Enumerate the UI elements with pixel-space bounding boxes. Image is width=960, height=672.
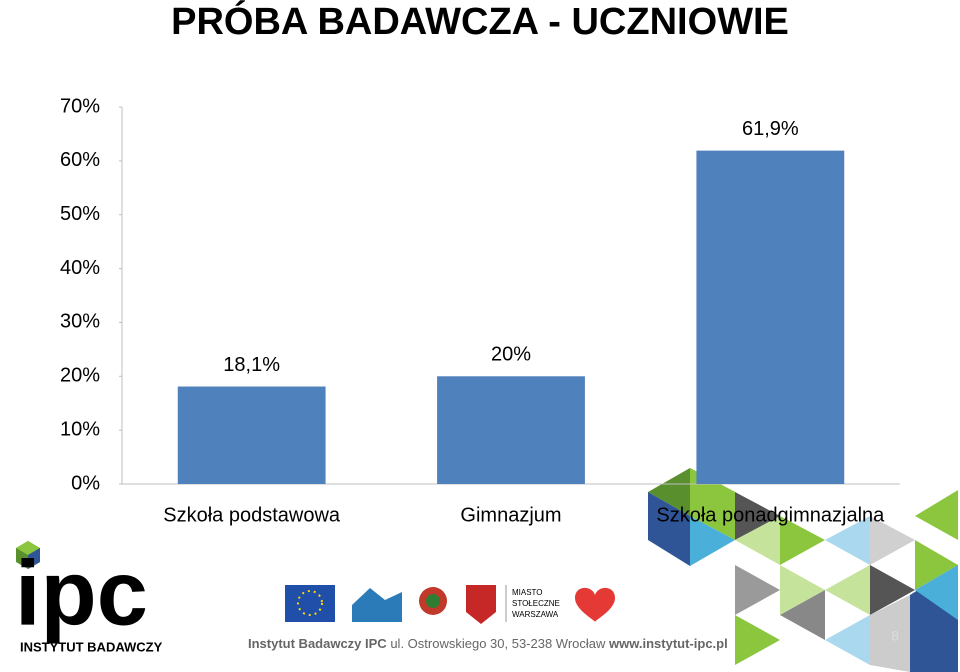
value-label: 18,1% [223,354,280,376]
logo-caption: INSTYTUT BADAWCZY [20,639,163,654]
footer-text: Instytut Badawczy IPC ul. Ostrowskiego 3… [248,636,728,651]
y-tick-label: 10% [60,418,100,440]
bar [696,150,845,485]
x-tick-label: Szkoła ponadgimnazjalna [656,504,885,526]
logo: ipc [15,542,148,644]
y-tick-label: 30% [60,311,100,333]
bar [437,376,585,484]
partner-line: STOŁECZNE [512,599,560,608]
y-tick-label: 70% [60,95,100,117]
x-tick-label: Szkoła podstawowa [163,504,341,526]
partner-line: MIASTO [512,588,543,597]
decoration [16,468,958,672]
institute: Instytut Badawczy IPC [248,636,387,651]
y-tick-label: 60% [60,149,100,171]
y-tick-label: 40% [60,257,100,279]
value-label: 61,9% [742,118,799,140]
bar [177,386,326,484]
address: ul. Ostrowskiego 30, 53-238 Wrocław [390,636,606,651]
website: www.instytut-ipc.pl [608,636,728,651]
y-tick-label: 20% [60,365,100,387]
chart-title: PRÓBA BADAWCZA - UCZNIOWIE [171,0,789,43]
y-tick-label: 0% [71,472,100,494]
value-label: 20% [491,344,531,366]
partner-line: WARSZAWA [512,610,559,619]
page-number: 8 [891,628,899,644]
x-tick-label: Gimnazjum [460,504,561,526]
y-tick-label: 50% [60,203,100,225]
